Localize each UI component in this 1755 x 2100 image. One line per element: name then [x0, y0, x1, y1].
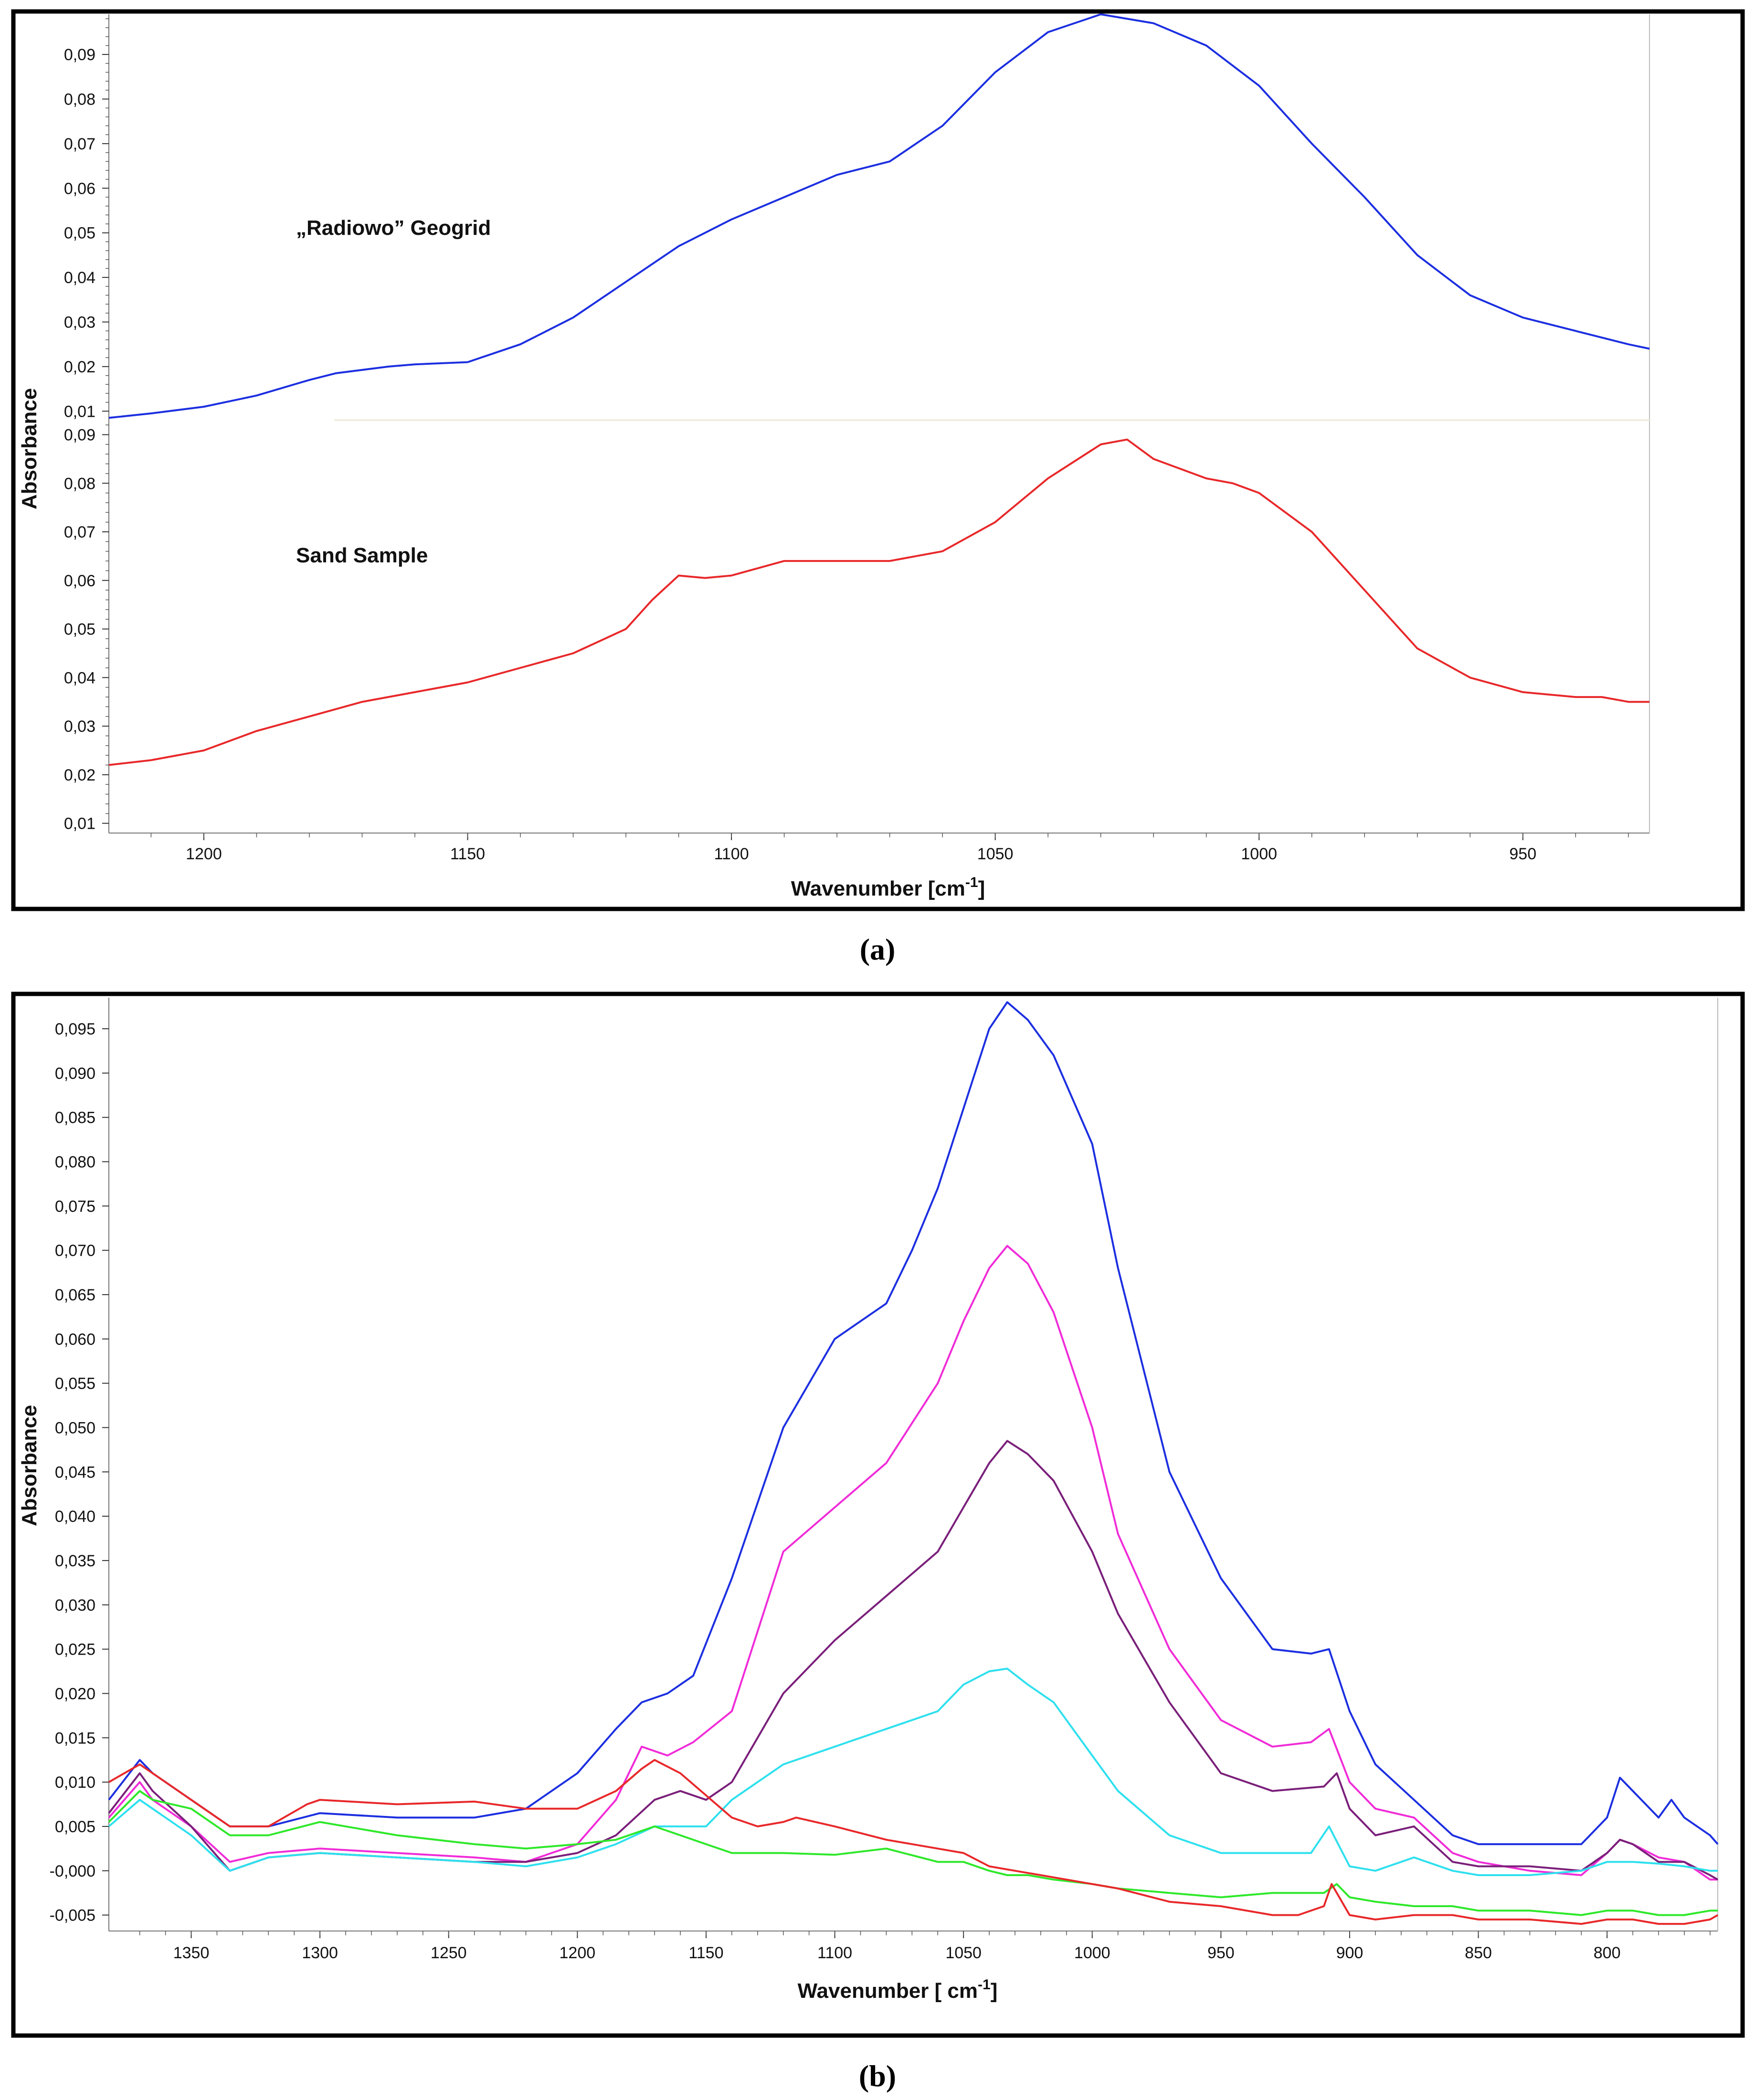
panel-b-x-axis-label-sup: -1: [978, 1977, 991, 1993]
panel-a-upper-ytick-label: 0,05: [64, 224, 95, 243]
panel-a-x-axis-label-main: Wavenumber [cm: [791, 877, 965, 900]
panel-b-series: [108, 1001, 1719, 1925]
panel-b-ytick-label: 0,065: [55, 1286, 95, 1304]
panel-b-x-axis-label: Wavenumber [ cm-1]: [798, 1977, 998, 2003]
panel-b-ytick-label: 0,090: [55, 1065, 95, 1083]
panel-a-lower-ytick-label: 0,03: [64, 718, 95, 736]
panel-b-ytick-label: 0,005: [55, 1818, 95, 1836]
panel-b-ytick-label: 0,025: [55, 1641, 95, 1659]
panel-b-series-green: [108, 1790, 1718, 1916]
panel-a-x-axis-label-end: ]: [978, 877, 985, 900]
panel-b-xtick-label: 1150: [688, 1944, 723, 1962]
panel-b-ytick-label: 0,085: [55, 1109, 95, 1127]
panel-b-ytick-label: 0,045: [55, 1463, 95, 1481]
panel-b-y-axis-label: Absorbance: [18, 1405, 41, 1526]
panel-b-ytick-label: 0,020: [55, 1685, 95, 1703]
panel-b-xtick-label: 1000: [1074, 1944, 1110, 1962]
panel-a-upper-ytick-label: 0,09: [64, 46, 95, 64]
panel-a-series-lower: [108, 438, 1649, 766]
panel-a-xtick-label: 1000: [1241, 845, 1277, 863]
panel-b-ytick-label: 0,015: [55, 1729, 95, 1747]
panel-a-x-ticks: 1200 1150 1100 1050 1000 950: [150, 833, 1629, 863]
panel-b-ytick-label: 0,035: [55, 1552, 95, 1570]
panel-a-x-axis-label: Wavenumber [cm-1]: [791, 875, 985, 900]
panel-a-series: [108, 13, 1650, 766]
panel-a-lower-ytick-label: 0,04: [64, 669, 95, 687]
panel-a-upper-ytick-label: 0,01: [64, 402, 95, 421]
panel-a-annotation-geogrid: „Radiowo” Geogrid: [296, 216, 491, 240]
panel-b-ytick-label: 0,075: [55, 1197, 95, 1215]
panel-b-xtick-label: 1050: [945, 1944, 982, 1962]
panel-b-y-ticks: -0,005 -0,000 0,005 0,010 0,015 0,020 0,025 0,0…: [50, 1020, 109, 1925]
panel-a-y-axis-label: Absorbance: [18, 388, 41, 509]
panel-b-ytick-label: 0,055: [55, 1375, 95, 1393]
panel-b-x-axis-label-main: Wavenumber [ cm: [798, 1979, 978, 2003]
panel-a-lower-ytick-label: 0,05: [64, 621, 95, 639]
panel-b-series-red: [108, 1759, 1718, 1925]
panel-b-x-ticks: 1350 1300 1250 1200 1150 1100 1050 1000 950 900 85…: [139, 1931, 1711, 1962]
panel-a-xtick-label: 950: [1509, 845, 1536, 863]
panel-a-x-axis-label-sup: -1: [965, 875, 978, 890]
panel-b-ytick-label: 0,080: [55, 1153, 95, 1171]
panel-a-lower-ytick-label: 0,02: [64, 766, 95, 784]
panel-b-ytick-label: 0,070: [55, 1242, 95, 1260]
panel-a-upper-ytick-label: 0,02: [64, 358, 95, 376]
panel-a-annotation-sand: Sand Sample: [296, 544, 428, 567]
panel-b-ytick-label: 0,030: [55, 1596, 95, 1615]
panel-a-series-upper: [108, 13, 1650, 419]
panel-b-x-axis-label-end: ]: [991, 1979, 998, 2003]
panel-a-xtick-label: 1050: [977, 845, 1014, 863]
panel-a-frame: [11, 9, 1745, 911]
panel-b-xtick-label: 1300: [302, 1944, 338, 1962]
panel-a-lower-ytick-label: 0,09: [64, 426, 95, 444]
panel-a-upper-ytick-label: 0,07: [64, 135, 95, 153]
panel-a-xtick-label: 1200: [186, 845, 222, 863]
panel-b-ytick-label: 0,040: [55, 1508, 95, 1526]
panel-b-series-blue: [108, 1001, 1719, 1846]
panel-a-upper-y-ticks: 0,01 0,02 0,03 0,04 0,05 0,06 0,07 0,08 0,09: [64, 18, 109, 421]
panel-a-upper-ytick-label: 0,03: [64, 314, 95, 332]
panel-b-ytick-label: 0,060: [55, 1330, 95, 1349]
panel-a-lower-ytick-label: 0,06: [64, 572, 95, 590]
panel-a-lower-ytick-label: 0,01: [64, 815, 95, 833]
panel-a-xtick-label: 1150: [450, 845, 485, 863]
panel-a-xtick-label: 1100: [714, 845, 749, 863]
panel-b-ytick-label: 0,010: [55, 1773, 95, 1792]
panel-b-xtick-label: 850: [1465, 1944, 1492, 1962]
panel-a-lower-y-ticks: 0,01 0,02 0,03 0,04 0,05 0,06 0,07 0,08 0,09: [64, 424, 109, 833]
panel-b-xtick-label: 1200: [560, 1944, 596, 1962]
panel-b-series-cyan: [108, 1667, 1718, 1876]
panel-a-upper-ytick-label: 0,04: [64, 269, 95, 287]
panel-b-xtick-label: 1100: [817, 1944, 852, 1962]
panel-a-lower-ytick-label: 0,07: [64, 523, 95, 541]
panel-b-xtick-label: 1350: [173, 1944, 210, 1962]
panel-a-upper-ytick-label: 0,06: [64, 179, 95, 198]
panel-b-ytick-label: -0,005: [50, 1907, 95, 1925]
panel-b-xtick-label: 800: [1594, 1944, 1621, 1962]
panel-b-ytick-label: 0,050: [55, 1419, 95, 1437]
panel-b-caption: (b): [859, 2059, 896, 2093]
panel-b-ytick-label: -0,000: [50, 1862, 95, 1880]
panel-a-upper-ytick-label: 0,08: [64, 90, 95, 108]
panel-b-frame: [11, 992, 1745, 2038]
panel-a-caption: (a): [860, 932, 896, 966]
panel-b-xtick-label: 1250: [431, 1944, 467, 1962]
panel-b-ytick-label: 0,095: [55, 1020, 95, 1038]
panel-b-xtick-label: 900: [1336, 1944, 1364, 1962]
panel-b-xtick-label: 950: [1207, 1944, 1235, 1962]
panel-a-lower-ytick-label: 0,08: [64, 475, 95, 493]
